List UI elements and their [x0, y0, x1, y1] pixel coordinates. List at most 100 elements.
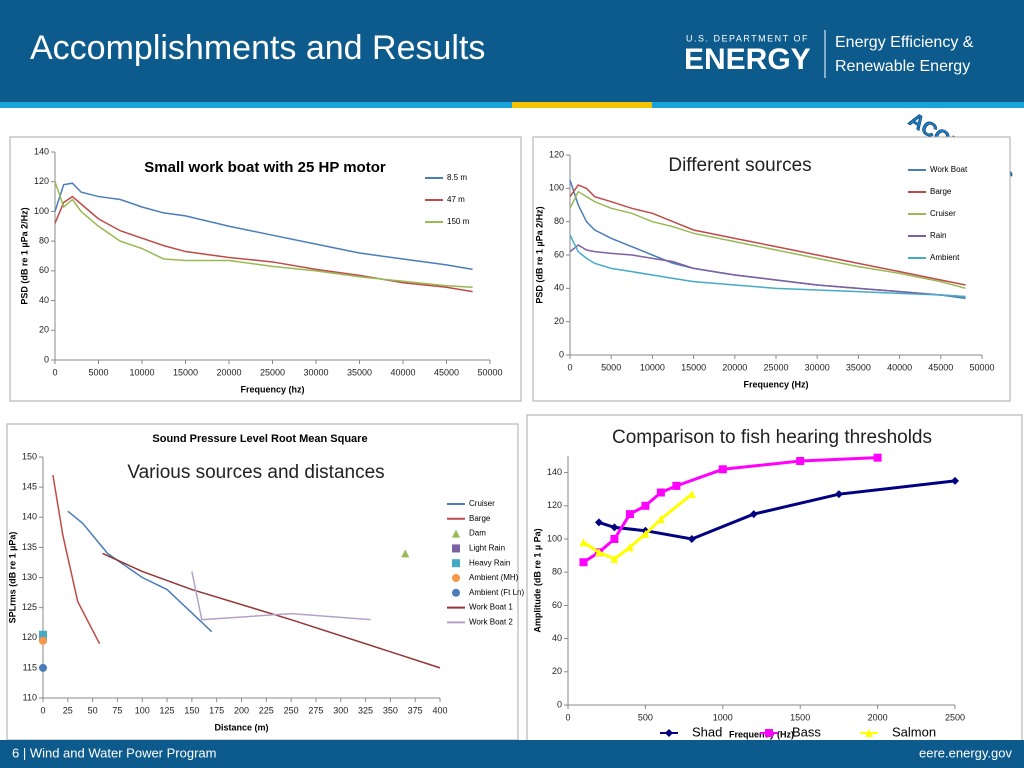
x-tick-label: 250 [284, 705, 299, 715]
y-tick-label: 120 [22, 632, 37, 642]
legend-label: 150 m [447, 217, 470, 226]
marker [641, 501, 650, 510]
legend-label: Cruiser [469, 499, 495, 508]
marker [452, 529, 460, 538]
marker [951, 476, 959, 485]
y-tick-label: 130 [22, 572, 37, 582]
series-line [52, 474, 101, 645]
x-tick-label: 0 [52, 367, 57, 377]
y-tick-label: 135 [22, 542, 37, 552]
logo-text: ENERGY [684, 43, 811, 76]
marker [641, 530, 650, 539]
x-tick-label: 100 [135, 705, 150, 715]
y-tick-label: 0 [557, 699, 562, 709]
logo-text: Renewable Energy [835, 58, 970, 75]
annotation: Different sources [668, 155, 811, 176]
marker [765, 729, 773, 737]
legend-label: Light Rain [469, 544, 505, 553]
marker [749, 510, 758, 519]
chart-frame [6, 423, 519, 741]
legend-label: Dam [469, 529, 486, 538]
x-tick-label: 225 [259, 705, 274, 715]
x-tick-label: 25 [63, 705, 73, 715]
y-tick-label: 60 [552, 600, 562, 610]
x-tick-label: 350 [383, 705, 398, 715]
y-tick-label: 80 [554, 216, 564, 226]
marker [672, 481, 681, 490]
x-tick-label: 50000 [969, 362, 994, 372]
x-tick-label: 200 [234, 705, 249, 715]
annotation: Comparison to fish hearing thresholds [612, 427, 932, 448]
marker [579, 558, 588, 567]
legend-label: Cruiser [930, 209, 956, 218]
axes [567, 456, 955, 706]
footer-band [0, 740, 1024, 768]
y-tick-label: 150 [22, 451, 37, 461]
series-line [54, 181, 473, 288]
marker [625, 543, 634, 552]
y-tick-label: 80 [552, 567, 562, 577]
axes [42, 457, 440, 699]
marker [39, 663, 47, 672]
legend-label: Ambient (Ft Ln) [469, 588, 524, 597]
x-tick-label: 1000 [713, 712, 733, 722]
legend-label: Ambient [930, 253, 960, 262]
y-axis-label: Amplitude (dB re 1 µ Pa) [532, 528, 542, 632]
x-tick-label: 20000 [216, 367, 241, 377]
x-tick-label: 400 [432, 705, 447, 715]
header-band [0, 0, 1024, 102]
y-tick-label: 100 [549, 183, 564, 193]
series-line [569, 184, 966, 286]
x-tick-label: 20000 [722, 362, 747, 372]
marker [594, 518, 603, 527]
x-tick-label: 25000 [260, 367, 285, 377]
y-tick-label: 110 [23, 692, 37, 702]
marker [687, 490, 696, 499]
x-axis-label: Frequency (hz) [240, 384, 304, 394]
series-line [569, 190, 966, 290]
y-tick-label: 20 [554, 316, 564, 326]
series-line [582, 456, 878, 564]
footer-text: eere.energy.gov [919, 745, 1012, 760]
marker [665, 729, 673, 737]
marker [865, 729, 873, 737]
marker [610, 554, 619, 563]
legend-label: Work Boat 2 [469, 618, 513, 627]
y-tick-label: 140 [34, 146, 49, 156]
y-tick-label: 120 [547, 500, 562, 510]
x-tick-label: 5000 [88, 367, 108, 377]
series-line [102, 552, 441, 669]
x-tick-label: 10000 [129, 367, 154, 377]
series-line [54, 182, 473, 271]
chart-frame [526, 414, 1023, 749]
x-tick-label: 325 [358, 705, 373, 715]
y-tick-label: 0 [559, 349, 564, 359]
x-tick-label: 15000 [681, 362, 706, 372]
marker [452, 559, 460, 568]
series-line [191, 571, 371, 621]
y-tick-label: 40 [552, 633, 562, 643]
marker [39, 630, 47, 639]
logo-text: U.S. DEPARTMENT OF [686, 33, 809, 43]
marker [579, 538, 588, 547]
y-tick-label: 20 [39, 325, 49, 335]
marker [656, 515, 665, 524]
x-tick-label: 5000 [601, 362, 621, 372]
y-tick-label: 60 [39, 265, 49, 275]
x-tick-label: 125 [160, 705, 175, 715]
x-tick-label: 175 [209, 705, 224, 715]
marker [656, 488, 665, 497]
marker [796, 456, 805, 465]
chart-frame [9, 136, 522, 402]
x-tick-label: 275 [308, 705, 323, 715]
header-stripe [652, 102, 1024, 108]
y-tick-label: 40 [554, 283, 564, 293]
legend-label: Bass [792, 724, 821, 739]
x-tick-label: 30000 [805, 362, 830, 372]
y-tick-label: 100 [547, 533, 562, 543]
x-tick-label: 0 [567, 362, 572, 372]
x-tick-label: 2500 [945, 712, 965, 722]
x-tick-label: 35000 [347, 367, 372, 377]
slide-title: Accomplishments and Results [30, 29, 485, 67]
